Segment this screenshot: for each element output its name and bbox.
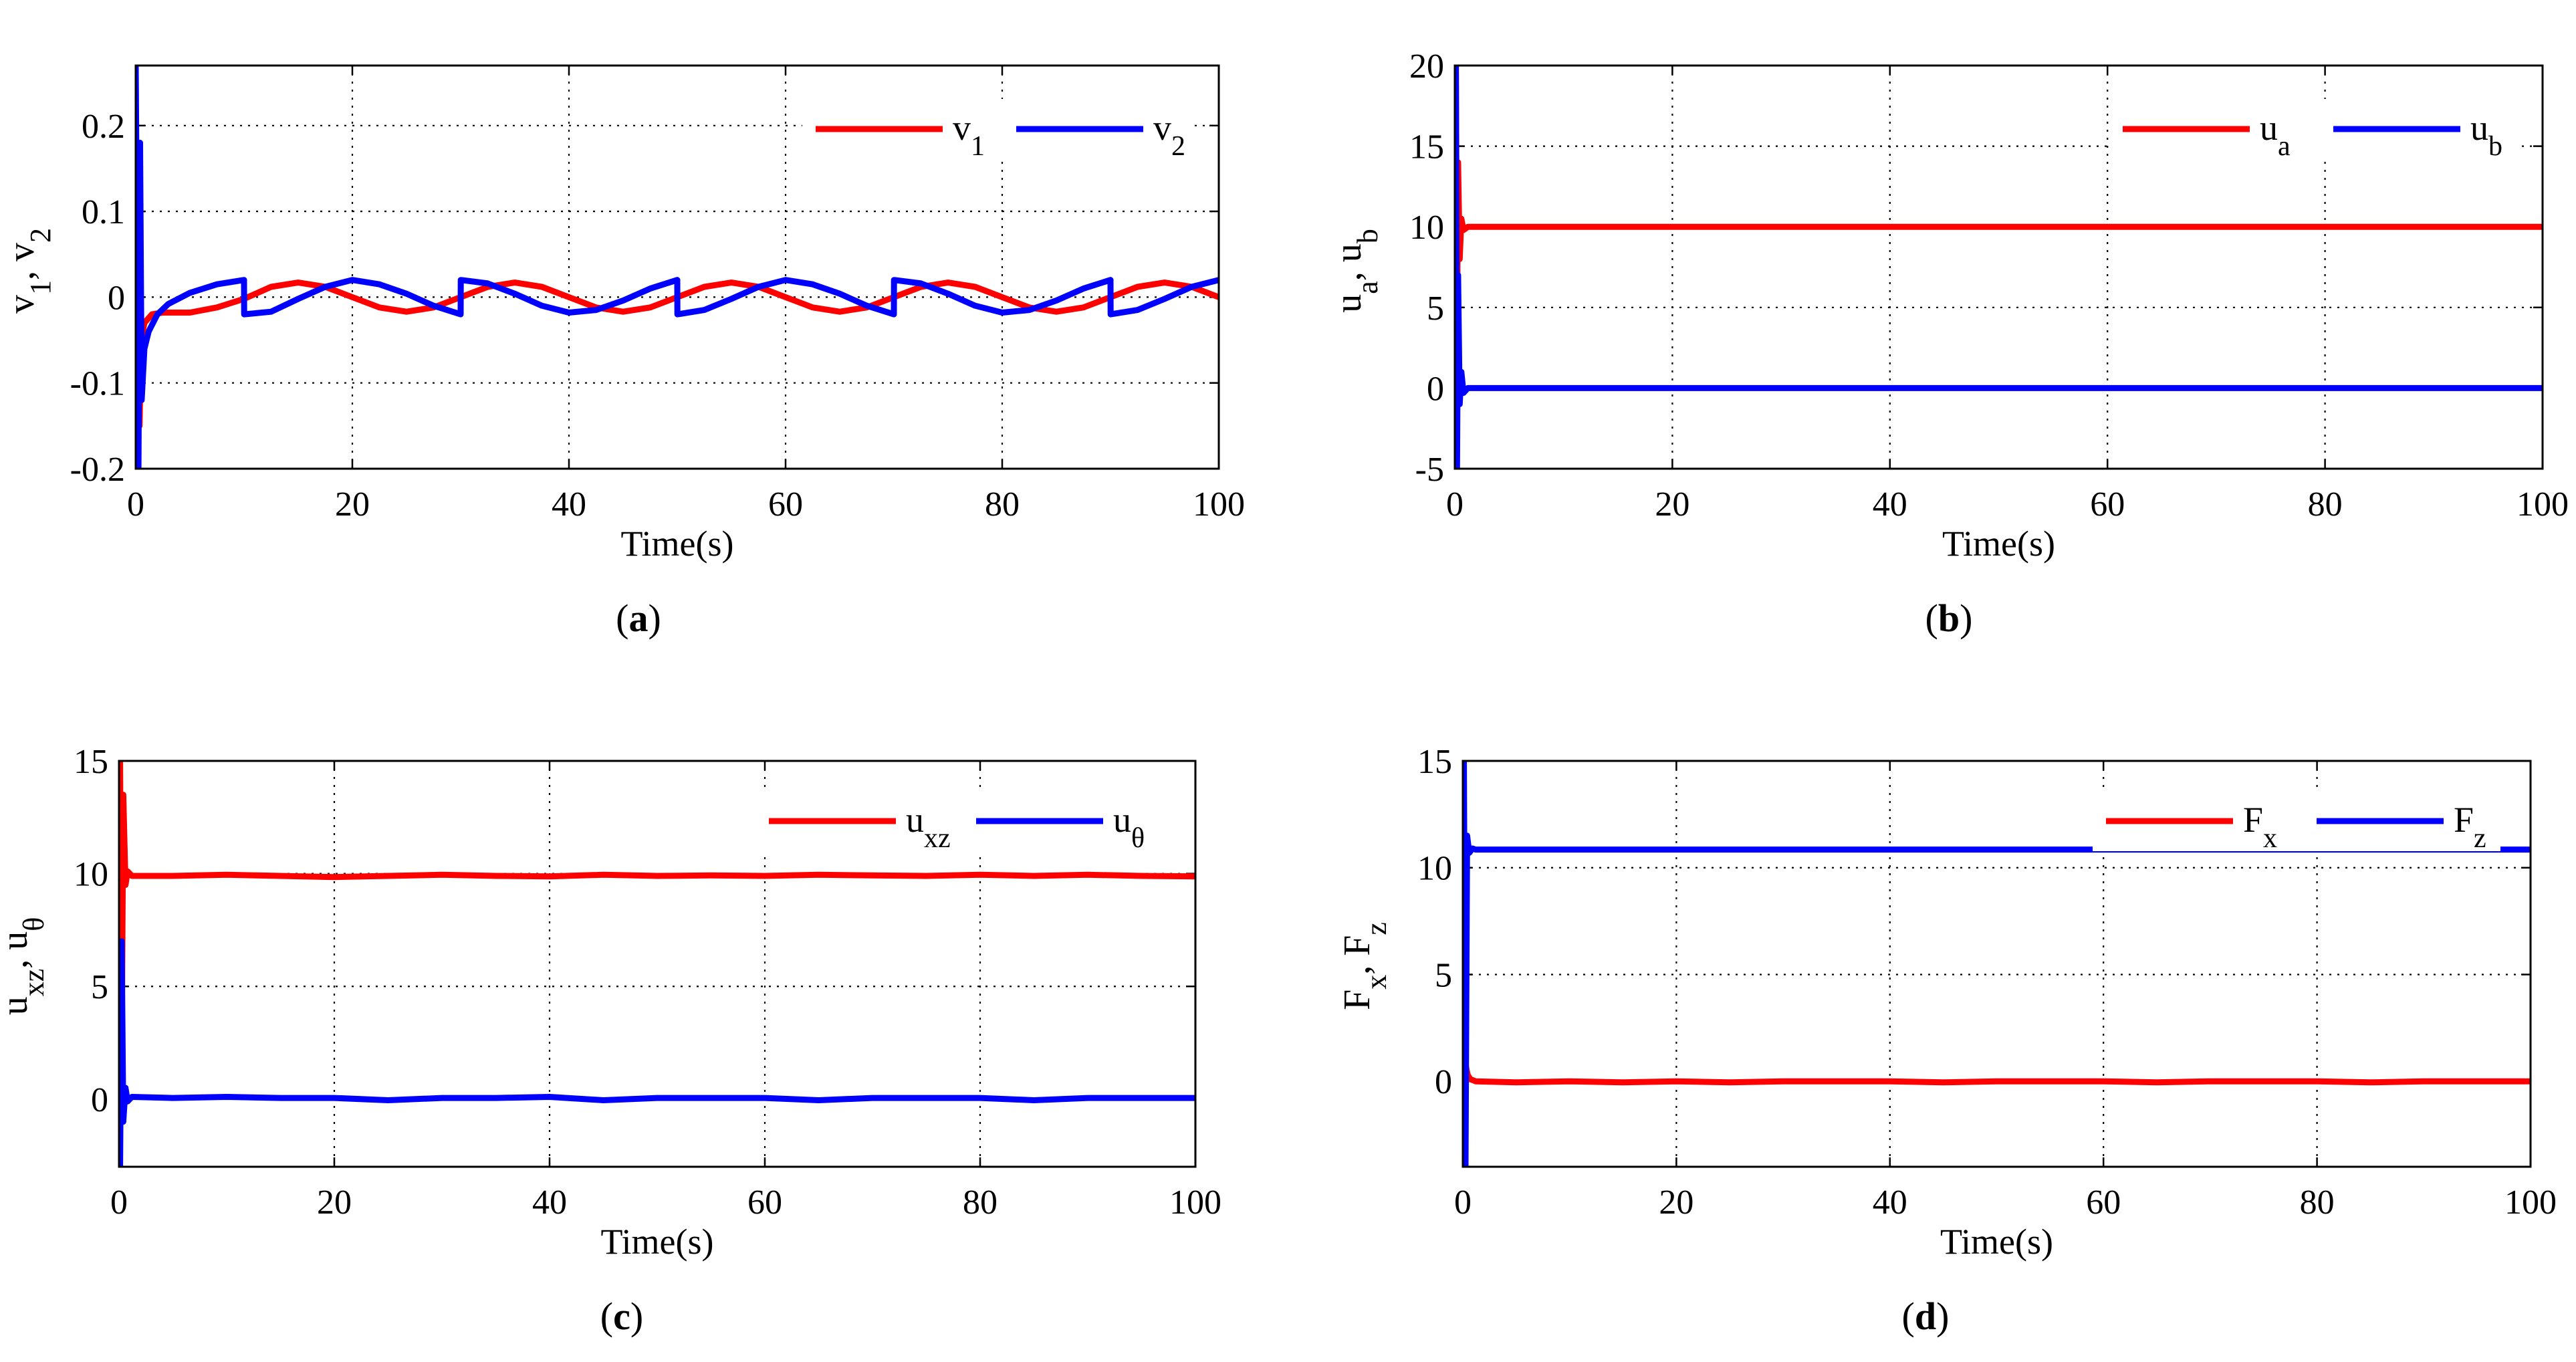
x-axis-label: Time(s) (1942, 524, 2055, 564)
x-tick-label: 40 (1873, 485, 1907, 524)
y-tick-label: 0 (91, 1081, 108, 1119)
x-axis-label: Time(s) (600, 1222, 713, 1262)
legend: uxz uθ (755, 791, 1157, 854)
x-tick-label: 20 (1659, 1183, 1693, 1222)
x-tick-label: 60 (768, 485, 803, 524)
series-line-v1 (136, 251, 1219, 469)
x-tick-label: 60 (747, 1183, 782, 1222)
series-line-Fz (1463, 761, 2531, 1167)
y-tick-label: 10 (1417, 850, 1452, 888)
plot-frame (1461, 760, 2532, 1168)
series-line-v2 (136, 66, 1219, 469)
y-tick-label: 5 (1435, 956, 1452, 994)
chart-panel-d: 0 20 40 60 80 100 0 5 10 15 Time(s) Fx, Fz Fx Fz (d) (1336, 743, 2557, 1338)
x-tick-label: 80 (2300, 1183, 2335, 1222)
legend: ua ub (2109, 99, 2517, 162)
y-axis-label: v1, v2 (1, 228, 57, 314)
panel-caption: (a) (616, 596, 661, 640)
x-tick-label: 80 (2308, 485, 2343, 524)
y-tick-label: -0.1 (70, 365, 125, 403)
y-tick-label: 10 (1409, 209, 1444, 247)
x-tick-label: 0 (110, 1183, 128, 1222)
y-tick-label: 0 (1435, 1063, 1452, 1101)
y-tick-label: 0.1 (82, 193, 125, 231)
x-tick-label: 20 (335, 485, 370, 524)
panel-caption: (b) (1925, 596, 1973, 640)
y-tick-label: 5 (1427, 290, 1444, 328)
legend-label-ua: ua (2260, 108, 2291, 162)
y-tick-label: 0.2 (82, 108, 125, 146)
x-tick-label: 100 (2504, 1183, 2557, 1222)
legend-label-v1: v1 (953, 108, 985, 162)
y-axis-label: Fx, Fz (1336, 922, 1393, 1010)
plot-frame (118, 760, 1197, 1168)
x-tick-label: 0 (1446, 485, 1463, 524)
x-tick-label: 100 (1169, 1183, 1221, 1222)
series-line-utheta (119, 938, 1195, 1167)
y-axis-label: uxz, uθ (0, 917, 50, 1016)
x-tick-label: 80 (985, 485, 1020, 524)
chart-panel-c: 0 20 40 60 80 100 0 5 10 15 Time(s) uxz, uθ uxz uθ (c) (0, 743, 1221, 1338)
series-line-Fx (1463, 1061, 2531, 1167)
y-tick-label: 15 (1417, 743, 1452, 781)
series-line-uxz (119, 761, 1195, 1099)
legend: v1 v2 (802, 99, 1190, 162)
x-tick-label: 40 (532, 1183, 567, 1222)
x-tick-label: 0 (127, 485, 144, 524)
y-tick-label: 20 (1409, 47, 1444, 86)
legend-label-uxz: uxz (906, 800, 951, 854)
y-tick-label: -5 (1415, 451, 1444, 489)
legend-label-ub: ub (2470, 108, 2502, 162)
plot-frame (1453, 64, 2544, 470)
y-tick-label: 0 (108, 279, 125, 317)
x-tick-label: 20 (1655, 485, 1689, 524)
legend-label-Fz: Fz (2454, 800, 2486, 854)
y-tick-label: 10 (74, 856, 108, 894)
y-tick-label: 15 (74, 743, 108, 781)
x-tick-label: 20 (317, 1183, 352, 1222)
x-tick-label: 60 (2086, 1183, 2121, 1222)
y-tick-label: 0 (1427, 370, 1444, 408)
series-line-ub (1455, 66, 2543, 469)
x-tick-label: 60 (2090, 485, 2125, 524)
panel-caption: (d) (1902, 1294, 1950, 1338)
x-tick-label: 80 (963, 1183, 998, 1222)
legend-label-utheta: uθ (1113, 800, 1145, 854)
y-tick-label: 5 (91, 968, 108, 1006)
x-tick-label: 100 (1193, 485, 1245, 524)
y-axis-label: ua, ub (1328, 229, 1384, 313)
x-tick-label: 100 (2516, 485, 2569, 524)
legend-label-Fx: Fx (2243, 800, 2277, 854)
x-axis-label: Time(s) (620, 524, 733, 564)
x-tick-label: 40 (1873, 1183, 1907, 1222)
x-tick-label: 0 (1454, 1183, 1472, 1222)
plot-frame (134, 64, 1220, 470)
legend-label-v2: v2 (1153, 108, 1185, 162)
chart-panel-a: 0 20 40 60 80 100 -0.2 -0.1 0 0.1 0.2 Time(s) v1, v2… (1, 64, 1245, 640)
legend: Fx Fz (2093, 791, 2500, 854)
y-tick-label: 15 (1409, 128, 1444, 166)
x-axis-label: Time(s) (1940, 1222, 2053, 1262)
x-tick-label: 40 (552, 485, 586, 524)
panel-caption: (c) (600, 1294, 643, 1338)
y-tick-label: -0.2 (70, 451, 125, 489)
